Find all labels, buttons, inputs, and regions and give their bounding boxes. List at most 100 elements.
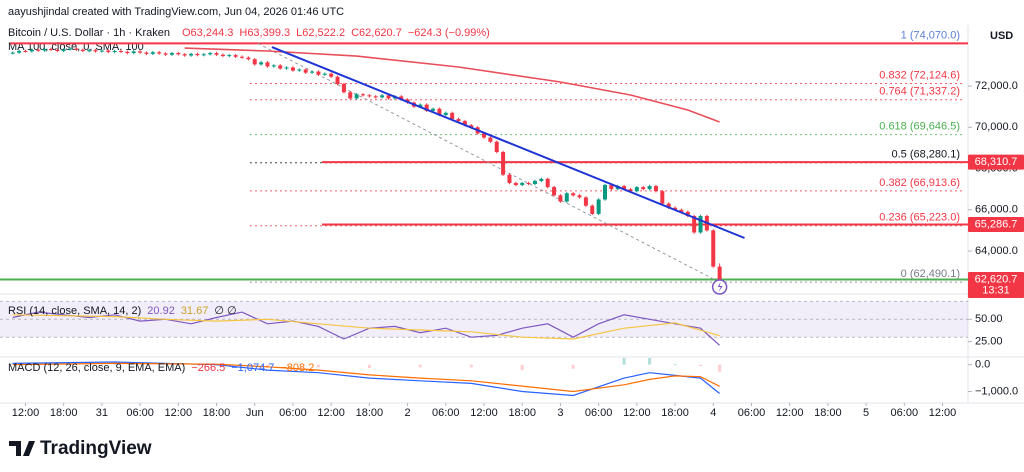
candle-body (437, 108, 442, 115)
x-tick-label: 18:00 (661, 407, 689, 419)
candle-body (348, 92, 353, 99)
macd-histogram-bar (367, 364, 371, 368)
y-tick-label: 64,000.0 (975, 245, 1018, 257)
candle-body (99, 50, 104, 52)
candle-body (507, 174, 512, 183)
candle-body (29, 49, 34, 52)
candle-body (150, 52, 155, 54)
rsi-value: 20.92 (147, 305, 175, 317)
candle-body (176, 53, 181, 55)
candle-body (316, 71, 321, 75)
macd-histogram-bar (520, 364, 524, 371)
candle-body (233, 55, 238, 57)
credit: aayushjindal created with TradingView.co… (8, 6, 344, 18)
rsi-title: RSI (14, close, SMA, 14, 2) (8, 305, 141, 317)
x-tick-label: 12:00 (929, 407, 957, 419)
price-tag-label: 68,310.7 (975, 156, 1018, 168)
candle-body (246, 57, 251, 60)
candle-body (284, 67, 289, 69)
candle-body (303, 69, 308, 73)
rsi-tick-label: 25.00 (975, 336, 1003, 348)
x-tick-label: 3 (557, 407, 563, 419)
candle-body (322, 73, 327, 75)
candle-body (74, 48, 79, 50)
ohlc-value: L62,522.2 (296, 27, 345, 39)
x-tick-label: 06:00 (279, 407, 307, 419)
candle-body (482, 133, 486, 138)
x-tick-label: 31 (96, 407, 108, 419)
x-tick-label: 06:00 (585, 407, 613, 419)
candle-body (290, 67, 295, 71)
candle-body (55, 49, 60, 51)
candle-body (367, 95, 372, 97)
macd-tick-label: −1,000.0 (975, 385, 1018, 397)
candle-body (17, 50, 22, 53)
countdown: 13:31 (982, 284, 1010, 296)
candle-body (711, 230, 716, 267)
alert-bolt (717, 282, 723, 292)
candle-body (329, 73, 334, 77)
candle-body (609, 185, 614, 190)
candle-body (48, 48, 53, 50)
logo: TradingView (9, 438, 152, 459)
candle-body (87, 50, 92, 52)
candle-body (660, 191, 665, 204)
x-tick-label: 18:00 (814, 407, 842, 419)
rsi-value: ∅ ∅ (214, 305, 236, 317)
x-tick-label: 06:00 (126, 407, 154, 419)
fib-diagonal (257, 42, 720, 283)
logo-icon (9, 441, 35, 456)
candle-body (634, 187, 639, 192)
x-tick-label: 18:00 (50, 407, 78, 419)
candle-body (622, 186, 627, 190)
x-tick-label: 12:00 (776, 407, 804, 419)
candle-body (271, 65, 276, 67)
candle-body (259, 62, 264, 65)
candle-body (552, 187, 557, 196)
y-tick-label: 66,000.0 (975, 204, 1018, 216)
candle-body (399, 96, 404, 100)
x-tick-label: 06:00 (432, 407, 460, 419)
y-tick-label: 72,000.0 (975, 80, 1018, 92)
candle-body (157, 52, 162, 54)
candle-body (698, 215, 703, 233)
macd-histogram-bar (718, 364, 722, 372)
price-tag (968, 154, 1024, 170)
price-tag-label: 62,620.7 (975, 273, 1018, 285)
candle-body (673, 207, 678, 210)
candle-body (596, 199, 601, 214)
candle-body (201, 54, 206, 56)
candle-body (666, 203, 671, 208)
candle-body (208, 53, 213, 55)
macd-line (12, 361, 720, 397)
rsi-tick-label: 50.00 (975, 313, 1003, 325)
candle-body (112, 50, 117, 53)
x-tick-label: 12:00 (12, 407, 40, 419)
candle-body (335, 76, 340, 84)
fib-label: 0 (62,490.1) (901, 268, 960, 280)
macd-histogram-bar (673, 364, 677, 366)
macd-tick-label: 0.0 (975, 359, 990, 371)
candle-body (23, 50, 28, 52)
candle-body (501, 152, 506, 175)
fib-label: 0.764 (71,337.2) (879, 86, 960, 98)
ohlc-value: −624.3 (−0.99%) (408, 27, 490, 39)
ohlc-value: O63,244.3 (182, 27, 233, 39)
x-tick-label: 12:00 (165, 407, 193, 419)
candle-body (526, 182, 531, 184)
macd-histogram-bar (571, 364, 575, 369)
macd-histogram-bar (699, 364, 703, 367)
candle-body (214, 53, 219, 55)
candle-body (513, 182, 518, 186)
candle-body (125, 51, 130, 54)
candle-body (564, 193, 569, 202)
candle-body (106, 50, 111, 53)
macd-histogram-bar (113, 363, 117, 365)
price-tag-label: 65,286.7 (975, 218, 1018, 230)
ohlc-value: H63,399.3 (239, 27, 290, 39)
candle-body (310, 71, 315, 73)
candle-body (252, 59, 257, 65)
candle-body (583, 197, 588, 206)
